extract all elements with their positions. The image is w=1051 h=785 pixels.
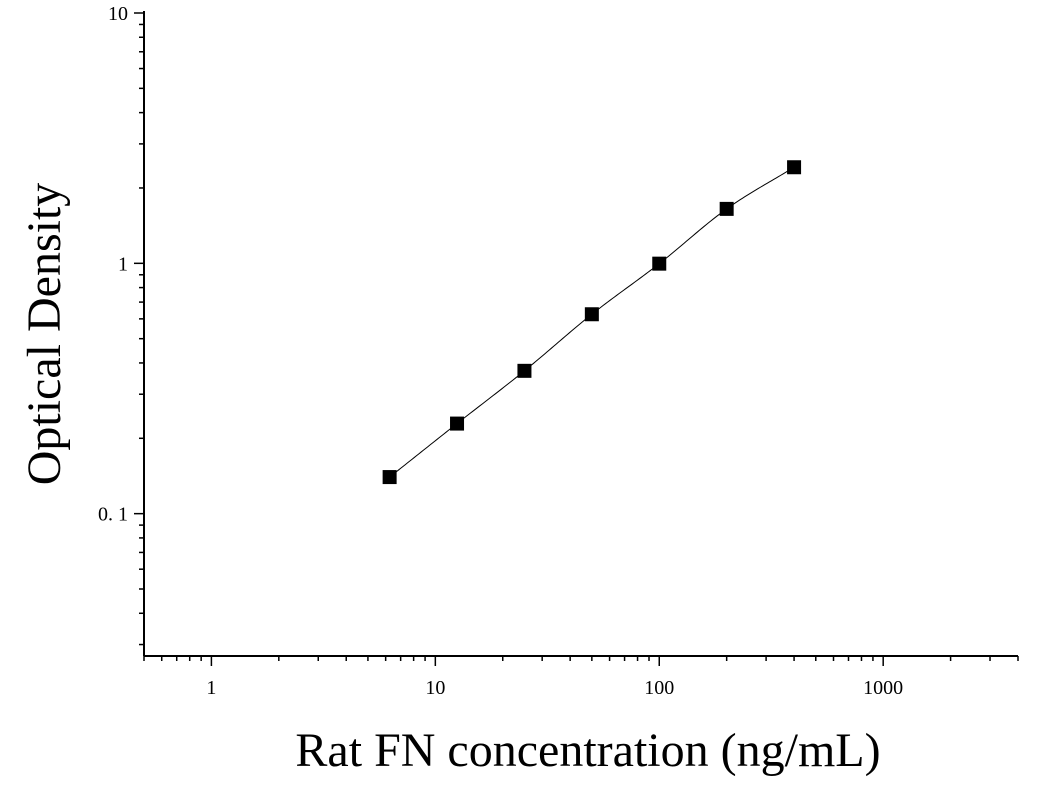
data-point <box>517 363 532 378</box>
y-tick-label: 10 <box>108 3 128 25</box>
x-tick-label: 10 <box>425 677 445 699</box>
ticks <box>134 12 1019 666</box>
data-point <box>787 160 802 175</box>
x-tick-label: 1 <box>206 677 216 699</box>
x-tick-label: 1000 <box>863 677 903 699</box>
y-tick-label: 0. 1 <box>98 504 128 526</box>
x-tick-label: 100 <box>644 677 674 699</box>
data-point <box>719 201 734 216</box>
y-axis-title: Optical Density <box>18 183 71 486</box>
data-points <box>382 160 802 485</box>
data-point <box>382 470 397 485</box>
data-point <box>652 256 667 271</box>
y-tick-label: 1 <box>118 253 128 275</box>
data-point <box>584 307 599 322</box>
data-point <box>450 416 465 431</box>
x-axis-title: Rat FN concentration (ng/mL) <box>295 724 880 777</box>
axes <box>143 11 1018 657</box>
tick-labels: 1 10 100 1000 0. 1 1 10 <box>98 3 903 699</box>
